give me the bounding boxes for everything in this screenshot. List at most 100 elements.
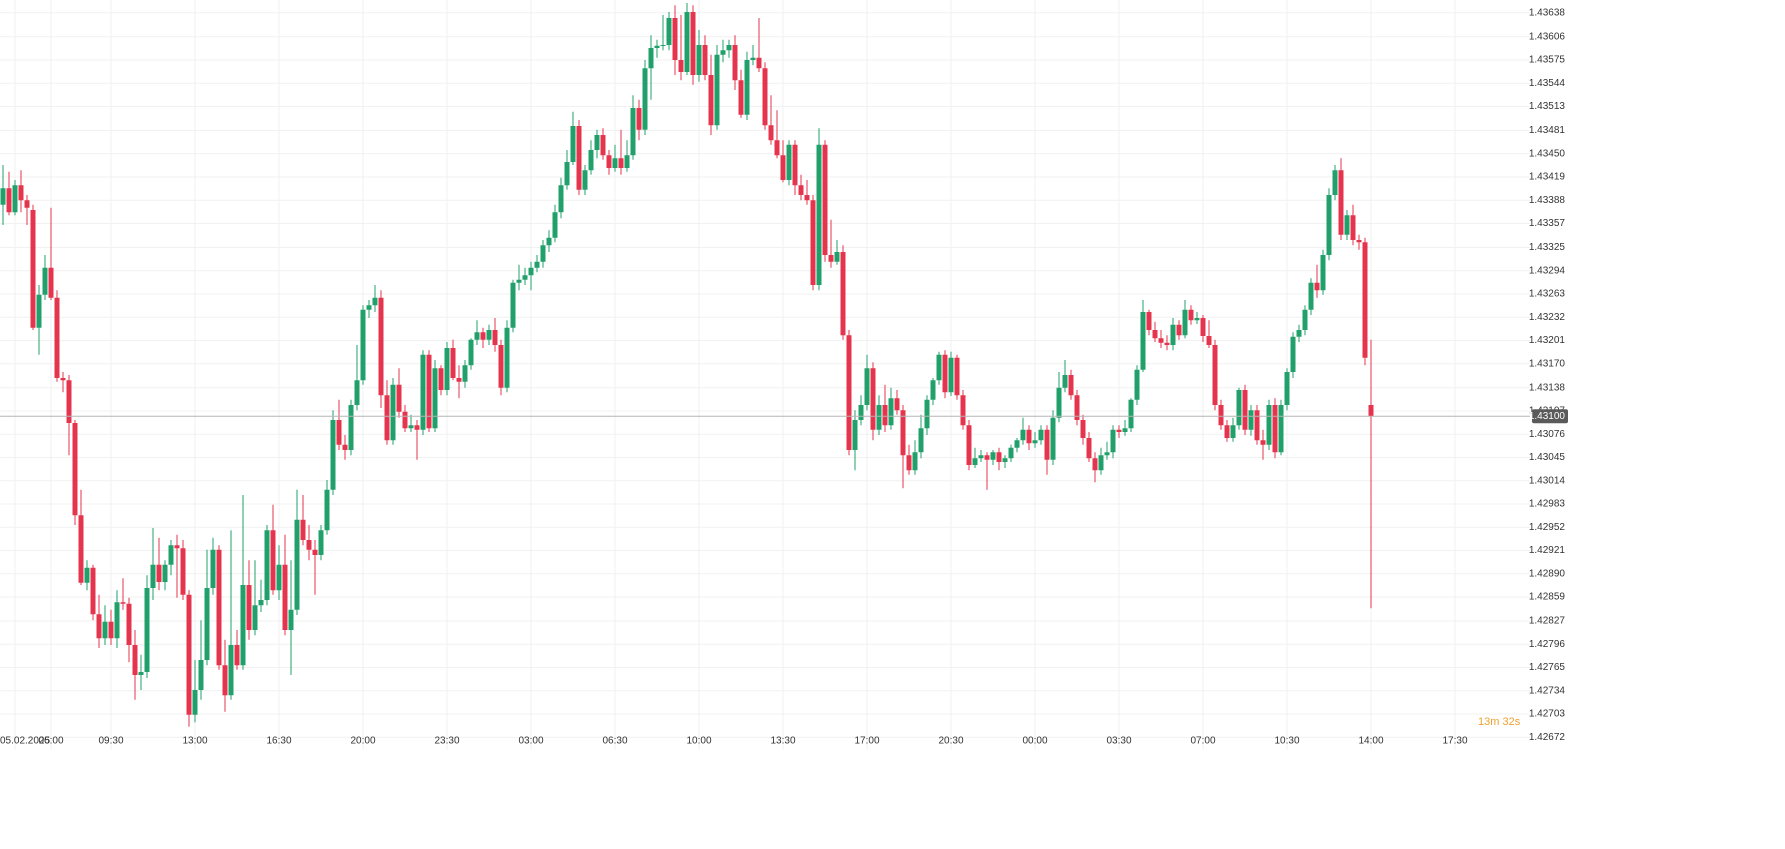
candle-body bbox=[534, 261, 540, 268]
candle-body bbox=[300, 519, 306, 540]
y-tick-label: 1.43638 bbox=[1529, 7, 1566, 18]
candle-body bbox=[1332, 170, 1338, 195]
candle-body bbox=[624, 155, 630, 168]
candle-body bbox=[498, 345, 504, 388]
candle-body bbox=[798, 185, 804, 195]
y-tick-label: 1.42796 bbox=[1529, 639, 1566, 650]
candle-body bbox=[474, 332, 480, 340]
y-tick-label: 1.43201 bbox=[1529, 335, 1566, 346]
candle-body bbox=[618, 158, 624, 168]
candles bbox=[0, 3, 1374, 727]
candle-body bbox=[1188, 309, 1194, 321]
candle-body bbox=[1128, 399, 1134, 429]
candle-body bbox=[252, 605, 258, 630]
candle-body bbox=[606, 155, 612, 168]
candle-body bbox=[912, 452, 918, 471]
y-tick-label: 1.43606 bbox=[1529, 31, 1566, 42]
candle-body bbox=[174, 545, 180, 549]
candle-body bbox=[1062, 375, 1068, 388]
candle-body bbox=[882, 405, 888, 426]
candle-body bbox=[66, 380, 72, 423]
y-tick-label: 1.43357 bbox=[1529, 218, 1566, 229]
candle-body bbox=[246, 585, 252, 630]
y-tick-label: 1.43513 bbox=[1529, 101, 1566, 112]
y-tick-label: 1.42921 bbox=[1529, 545, 1566, 556]
y-tick-label: 1.42859 bbox=[1529, 592, 1566, 603]
candle-body bbox=[318, 530, 324, 555]
candle-body bbox=[1290, 336, 1296, 372]
candle-body bbox=[1014, 440, 1020, 448]
candle-body bbox=[1182, 309, 1188, 336]
candle-body bbox=[84, 567, 90, 583]
candle-body bbox=[1314, 282, 1320, 291]
x-tick-label: 16:30 bbox=[266, 736, 291, 747]
candle-body bbox=[372, 297, 378, 306]
candle-body bbox=[444, 348, 450, 390]
y-tick-label: 1.43419 bbox=[1529, 172, 1566, 183]
candle-body bbox=[948, 357, 954, 393]
candle-body bbox=[1224, 425, 1230, 438]
candle-body bbox=[198, 660, 204, 690]
candle-body bbox=[78, 515, 84, 583]
y-tick-label: 1.42734 bbox=[1529, 685, 1566, 696]
candle-body bbox=[258, 600, 264, 606]
candle-body bbox=[1260, 440, 1266, 445]
candle-body bbox=[1146, 312, 1152, 330]
candle-body bbox=[360, 309, 366, 381]
candle-body bbox=[852, 420, 858, 450]
y-tick-label: 1.43045 bbox=[1529, 452, 1566, 463]
candle-body bbox=[240, 585, 246, 666]
candle-body bbox=[1248, 410, 1254, 430]
candle-body bbox=[1158, 338, 1164, 343]
y-tick-label: 1.43138 bbox=[1529, 382, 1566, 393]
x-tick-label: 03:00 bbox=[518, 736, 543, 747]
y-tick-label: 1.43170 bbox=[1529, 358, 1566, 369]
candle-body bbox=[978, 455, 984, 459]
candle-body bbox=[114, 602, 120, 639]
x-tick-label: 14:00 bbox=[1358, 736, 1383, 747]
candle-body bbox=[1254, 410, 1260, 441]
candle-body bbox=[1122, 428, 1128, 432]
candle-body bbox=[900, 410, 906, 456]
candle-body bbox=[504, 327, 510, 388]
candle-body bbox=[1104, 452, 1110, 456]
x-tick-label: 20:00 bbox=[350, 736, 375, 747]
candle-body bbox=[18, 185, 24, 201]
candle-body bbox=[750, 57, 756, 60]
candle-body bbox=[156, 564, 162, 582]
candle-body bbox=[1338, 170, 1344, 235]
candle-body bbox=[888, 398, 894, 426]
candle-body bbox=[96, 614, 102, 639]
candle-body bbox=[1074, 395, 1080, 420]
candle-body bbox=[1242, 390, 1248, 430]
candle-body bbox=[930, 380, 936, 400]
candle-body bbox=[1326, 195, 1332, 255]
candle-body bbox=[966, 425, 972, 465]
candle-body bbox=[1356, 240, 1362, 243]
candle-body bbox=[954, 357, 960, 396]
candle-body bbox=[588, 150, 594, 171]
candle-body bbox=[1278, 405, 1284, 453]
candle-body bbox=[684, 12, 690, 72]
candle-body bbox=[294, 519, 300, 610]
candle-body bbox=[1320, 255, 1326, 291]
candle-body bbox=[702, 45, 708, 75]
candle-body bbox=[492, 330, 498, 345]
candle-body bbox=[1134, 369, 1140, 400]
y-tick-label: 1.43481 bbox=[1529, 125, 1566, 136]
candle-body bbox=[672, 18, 678, 60]
y-tick-label: 1.43450 bbox=[1529, 148, 1566, 159]
candle-body bbox=[516, 279, 522, 283]
candle-body bbox=[1200, 318, 1206, 336]
x-tick-label: 13:30 bbox=[770, 736, 795, 747]
candle-body bbox=[960, 395, 966, 426]
candle-body bbox=[42, 267, 48, 295]
candle-body bbox=[408, 425, 414, 429]
candle-body bbox=[120, 602, 126, 604]
x-tick-label: 10:30 bbox=[1274, 736, 1299, 747]
candle-body bbox=[126, 603, 132, 645]
candle-body bbox=[996, 452, 1002, 462]
candle-body bbox=[480, 332, 486, 340]
candle-body bbox=[1026, 429, 1032, 444]
candle-body bbox=[456, 378, 462, 382]
